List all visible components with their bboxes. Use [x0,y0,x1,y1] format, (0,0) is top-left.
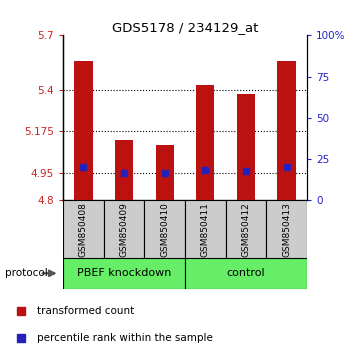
Bar [104,200,144,258]
Bar [74,61,93,200]
Text: GSM850413: GSM850413 [282,202,291,257]
Text: GSM850411: GSM850411 [201,202,210,257]
Text: GSM850412: GSM850412 [242,202,251,257]
Text: GSM850408: GSM850408 [79,202,88,257]
Bar [196,85,214,200]
Text: protocol: protocol [5,268,47,278]
Bar [63,258,185,289]
Bar [144,200,185,258]
Bar [185,200,226,258]
Bar [237,94,255,200]
Text: percentile rank within the sample: percentile rank within the sample [37,333,213,343]
Text: GSM850409: GSM850409 [119,202,129,257]
Text: GSM850410: GSM850410 [160,202,169,257]
Bar [115,139,133,200]
Text: control: control [227,268,265,279]
Bar [63,200,104,258]
Text: PBEF knockdown: PBEF knockdown [77,268,171,279]
Bar [185,258,307,289]
Title: GDS5178 / 234129_at: GDS5178 / 234129_at [112,21,258,34]
Text: transformed count: transformed count [37,306,134,316]
Bar [226,200,266,258]
Bar [266,200,307,258]
Bar [277,61,296,200]
Bar [156,145,174,200]
